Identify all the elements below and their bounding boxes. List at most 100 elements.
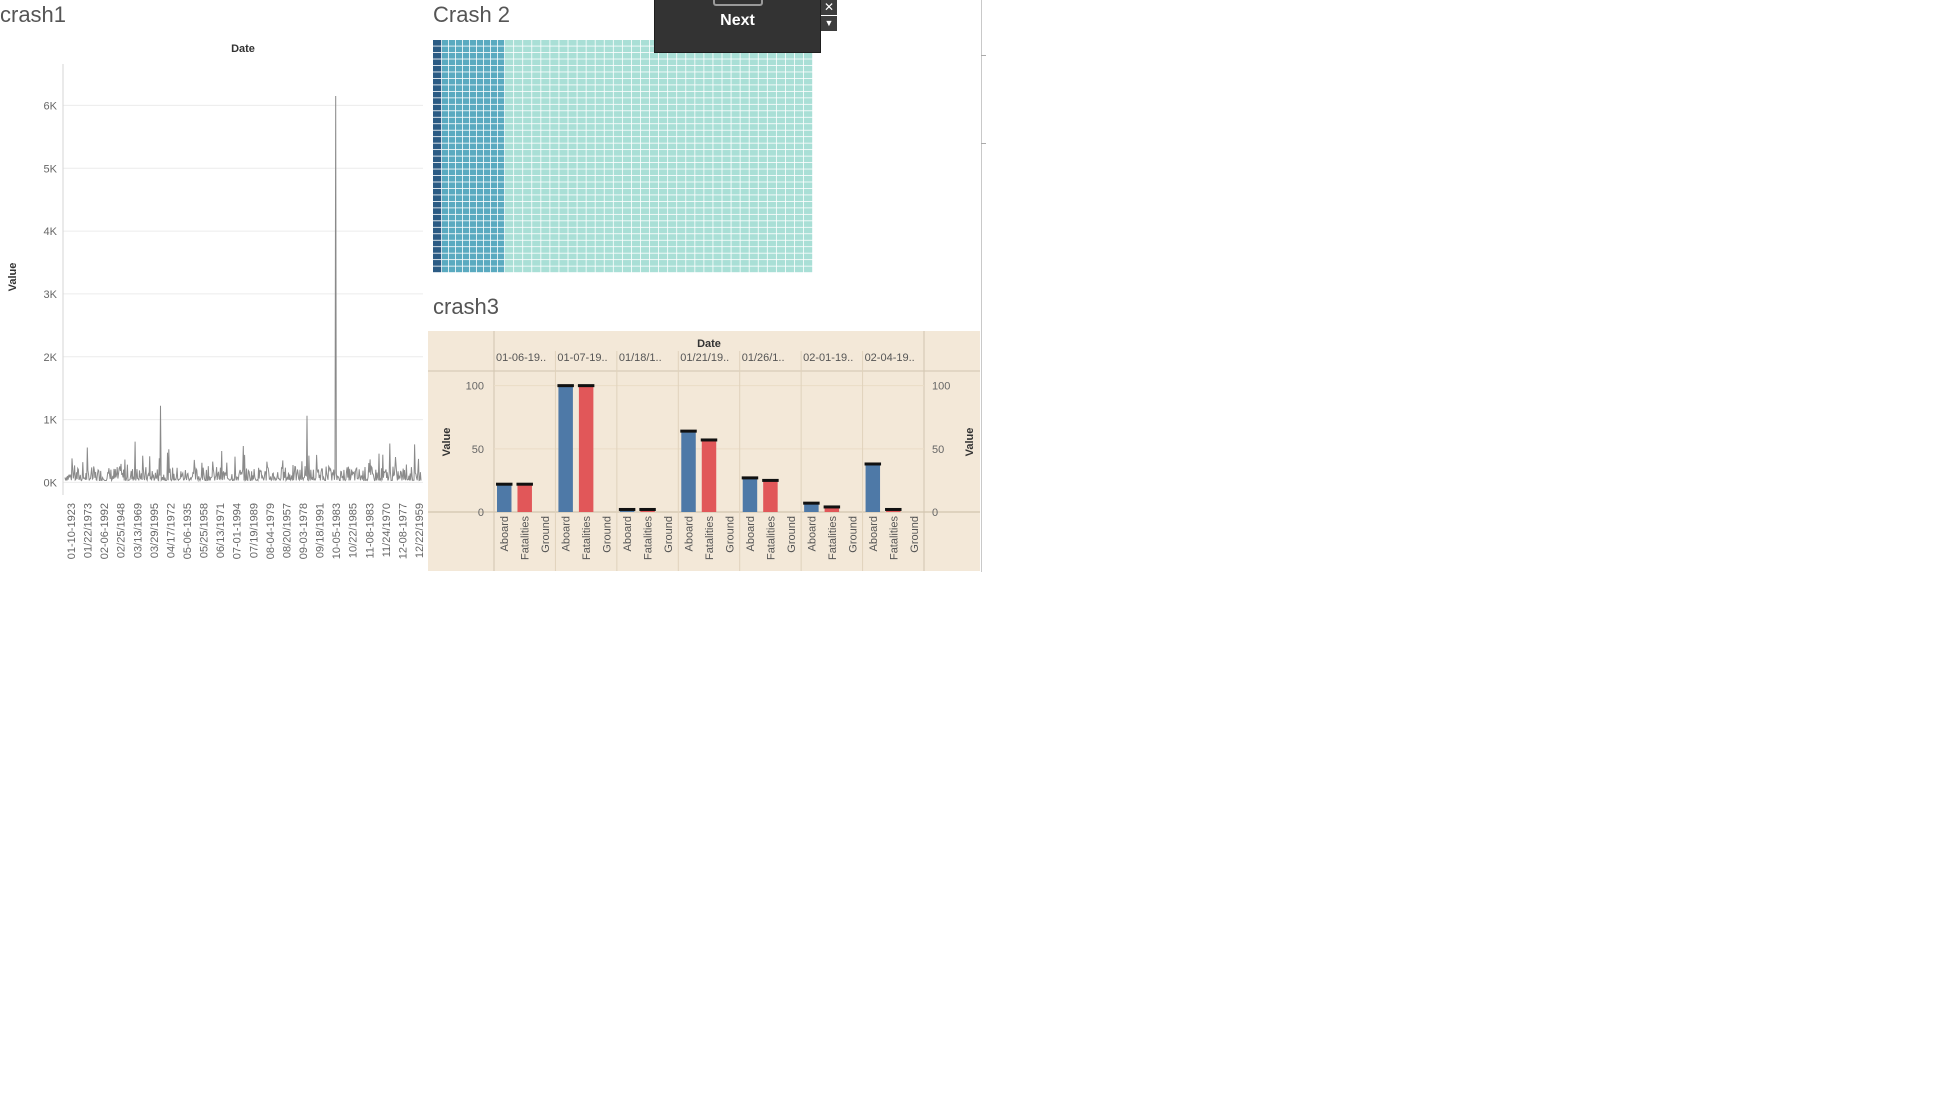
treemap-cell (514, 65, 523, 72)
treemap-cell (586, 85, 595, 91)
treemap-cell (704, 182, 713, 189)
treemap-cell (604, 266, 613, 273)
treemap-cell (776, 266, 786, 273)
treemap-cell (523, 214, 532, 221)
treemap-cell (776, 98, 786, 104)
treemap-cell (491, 130, 498, 137)
treemap-cell (532, 227, 541, 234)
treemap-cell (659, 98, 668, 104)
treemap-cell (541, 130, 550, 137)
treemap-cell (484, 221, 491, 227)
treemap-cell (442, 46, 449, 53)
treemap-cell (477, 59, 484, 66)
treemap-cell (577, 221, 586, 227)
treemap-cell (559, 253, 568, 260)
subcategory-label: Aboard (499, 516, 511, 551)
treemap-cell (491, 156, 498, 163)
treemap-cell (491, 65, 498, 72)
crash2-treemap[interactable] (433, 40, 813, 275)
treemap-cell (668, 169, 677, 176)
treemap-cell (456, 65, 463, 72)
treemap-cell (776, 234, 786, 240)
treemap-cell (523, 130, 532, 137)
next-button[interactable]: Next (720, 12, 755, 29)
treemap-cell (749, 182, 758, 189)
x-tick-label: 11/24/1970 (381, 503, 393, 557)
treemap-cell (677, 137, 686, 143)
treemap-cell (577, 137, 586, 143)
treemap-cell (433, 227, 442, 234)
treemap-cell (595, 266, 604, 273)
treemap-cell (568, 234, 577, 240)
treemap-cell (559, 195, 568, 201)
treemap-cell (559, 104, 568, 111)
treemap-cell (677, 150, 686, 156)
treemap-cell (491, 182, 498, 189)
treemap-cell (649, 52, 659, 59)
treemap-cell (695, 91, 704, 98)
treemap-cell (640, 240, 650, 247)
treemap-cell (613, 59, 622, 66)
treemap-cell (442, 98, 449, 104)
treemap-cell (568, 124, 577, 130)
treemap-cell (505, 137, 514, 143)
treemap-cell (541, 247, 550, 253)
treemap-cell (803, 175, 813, 182)
treemap-cell (749, 85, 758, 91)
treemap-cell (649, 130, 659, 137)
treemap-cell (758, 137, 767, 143)
treemap-cell (477, 40, 484, 46)
treemap-cell (470, 195, 477, 201)
treemap-cell (505, 104, 514, 111)
treemap-cell (433, 85, 442, 91)
treemap-cell (532, 104, 541, 111)
treemap-cell (686, 201, 695, 208)
treemap-cell (514, 240, 523, 247)
treemap-cell (498, 150, 505, 156)
treemap-cell (470, 59, 477, 66)
treemap-cell (649, 169, 659, 176)
treemap-cell (586, 150, 595, 156)
treemap-cell (640, 175, 650, 182)
treemap-cell (604, 137, 613, 143)
treemap-cell (803, 162, 813, 169)
treemap-cell (668, 143, 677, 150)
treemap-cell (686, 91, 695, 98)
treemap-cell (559, 188, 568, 195)
bar-cap (823, 505, 841, 509)
treemap-cell (470, 247, 477, 253)
chevron-down-icon[interactable]: ▼ (821, 16, 837, 31)
close-icon[interactable]: ✕ (821, 0, 837, 15)
treemap-cell (749, 65, 758, 72)
treemap-cell (523, 169, 532, 176)
treemap-cell (559, 162, 568, 169)
treemap-cell (803, 169, 813, 176)
treemap-cell (695, 195, 704, 201)
treemap-cell (577, 104, 586, 111)
popup-drag-handle[interactable] (713, 0, 763, 6)
treemap-cell (622, 85, 632, 91)
treemap-cell (794, 201, 804, 208)
treemap-cell (568, 117, 577, 124)
treemap-cell (704, 240, 713, 247)
treemap-cell (595, 182, 604, 189)
treemap-cell (577, 214, 586, 221)
treemap-cell (505, 72, 514, 79)
treemap-cell (695, 150, 704, 156)
treemap-cell (794, 143, 804, 150)
treemap-cell (586, 40, 595, 46)
treemap-cell (442, 156, 449, 163)
treemap-cell (622, 91, 632, 98)
treemap-cell (649, 59, 659, 66)
treemap-cell (541, 117, 550, 124)
treemap-cell (677, 117, 686, 124)
treemap-cell (668, 227, 677, 234)
bar-fatalities (701, 439, 717, 512)
treemap-cell (577, 227, 586, 234)
treemap-cell (803, 234, 813, 240)
treemap-cell (463, 208, 470, 214)
treemap-cell (631, 169, 641, 176)
treemap-cell (442, 104, 449, 111)
